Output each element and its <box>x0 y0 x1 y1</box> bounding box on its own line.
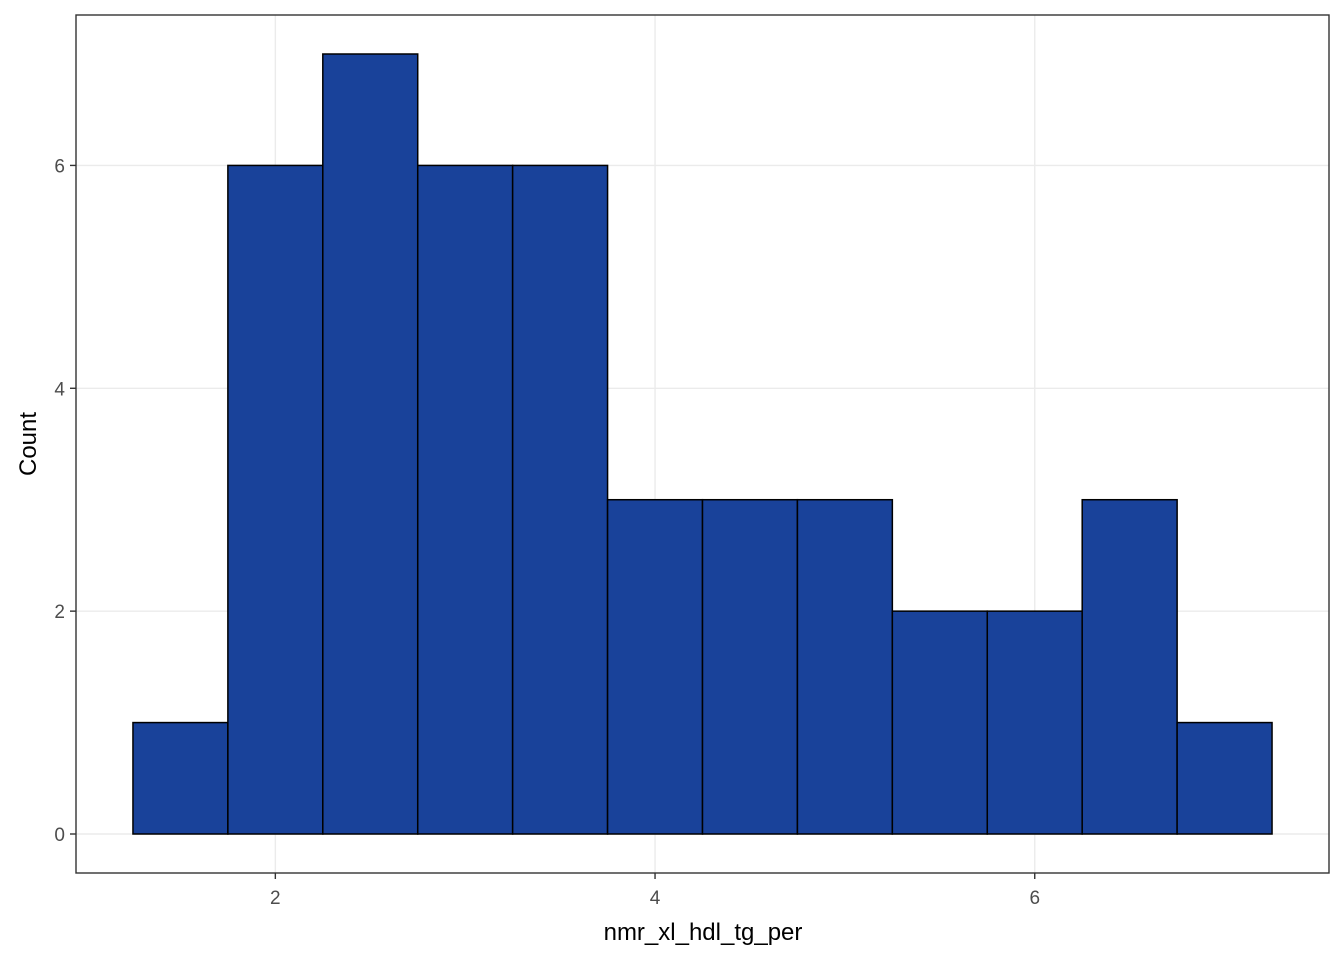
bar <box>1081 498 1178 835</box>
y-tick-label: 2 <box>54 602 65 623</box>
bar <box>511 164 609 835</box>
y-tick-label: 6 <box>54 156 65 177</box>
bar <box>322 53 419 835</box>
x-tick-label: 2 <box>270 888 281 909</box>
plot-border <box>75 14 1330 874</box>
bar <box>891 610 989 835</box>
x-axis-title: nmr_xl_hdl_tg_per <box>604 919 803 946</box>
x-tick-label: 4 <box>650 888 661 909</box>
bar <box>132 721 229 835</box>
bar <box>606 498 704 835</box>
bar <box>1176 721 1273 835</box>
bar <box>416 164 514 835</box>
y-axis-title: Count <box>15 412 42 476</box>
y-tick-label: 0 <box>54 825 65 846</box>
bar <box>986 610 1083 835</box>
bar <box>796 498 894 835</box>
y-tick-label: 4 <box>54 379 65 400</box>
bar <box>701 498 799 835</box>
x-tick-label: 6 <box>1029 888 1040 909</box>
bar <box>227 164 324 835</box>
